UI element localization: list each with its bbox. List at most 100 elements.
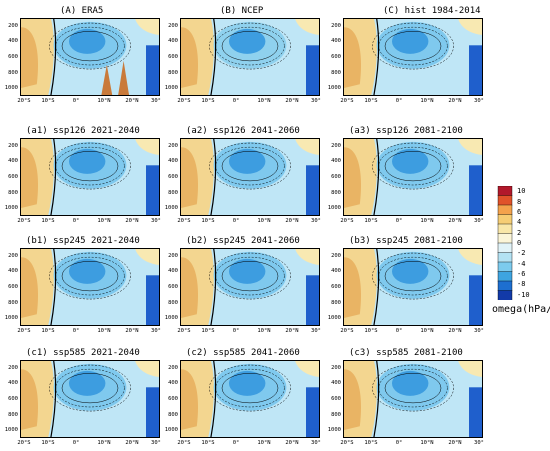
y-tick-label: 200 — [8, 252, 18, 259]
panel-title: (a1) ssp126 2021-2040 — [26, 126, 140, 136]
ascent-core — [229, 258, 266, 284]
x-tick-label: 10°N — [257, 218, 271, 224]
y-tick-label: 400 — [331, 38, 341, 45]
x-tick-label: 20°S — [177, 328, 191, 334]
edge-ascent-column — [306, 275, 320, 326]
y-tick-label: 600 — [8, 54, 18, 60]
y-tick-label: 200 — [8, 364, 18, 371]
x-tick-label: 20°S — [340, 440, 354, 446]
contour-plot — [20, 248, 160, 326]
ascent-core — [229, 28, 266, 54]
x-tick-label: 0° — [395, 218, 403, 224]
plot-frame — [20, 18, 160, 96]
ascent-core — [392, 370, 429, 396]
y-tick-label: 400 — [168, 268, 178, 275]
zero-contour — [373, 138, 380, 216]
y-tick-label: 400 — [168, 380, 178, 387]
x-tick-label: 10°S — [41, 440, 55, 446]
x-tick-label: 20°N — [125, 328, 139, 334]
contour-line — [61, 373, 119, 404]
colorbar-swatch — [497, 261, 513, 273]
x-tick-label: 20°S — [17, 98, 31, 104]
y-tick-label: 1000 — [327, 85, 341, 92]
colorbar-swatch — [497, 252, 513, 263]
strong-subsidence-region — [343, 369, 362, 431]
colorbar-swatch — [497, 271, 513, 282]
edge-ascent-column — [146, 165, 160, 216]
x-tick-label: 0° — [395, 440, 403, 446]
y-tick-label: 400 — [331, 268, 341, 275]
edge-ascent-column — [469, 45, 483, 96]
x-tick-label: 20°S — [177, 440, 191, 446]
y-tick-label: 200 — [168, 142, 178, 149]
panel-title: (b2) ssp245 2041-2060 — [186, 236, 300, 246]
contour-line — [209, 22, 291, 70]
northern-subsidence-region — [134, 18, 160, 36]
y-tick-label: 800 — [168, 299, 178, 306]
x-tick-label: 0° — [72, 98, 80, 104]
x-tick-label: 20°S — [340, 218, 354, 224]
plot-frame — [180, 248, 320, 326]
contour-plot — [180, 248, 320, 326]
ascent-core — [392, 258, 429, 284]
contour-plot — [20, 360, 160, 438]
colorbar-swatch — [497, 223, 513, 235]
y-tick-label: 400 — [8, 380, 18, 387]
edge-ascent-column — [146, 275, 160, 326]
colorbar-tick-label: -6 — [517, 270, 526, 279]
x-tick-label: 10°N — [257, 98, 271, 104]
northern-subsidence-region — [294, 248, 320, 266]
contour-line — [209, 142, 291, 190]
panel-title: (b1) ssp245 2021-2040 — [26, 236, 140, 246]
contour-line — [221, 151, 279, 182]
x-tick-label: 30° — [151, 440, 161, 446]
x-tick-label: 20°S — [17, 328, 31, 334]
ascent-core — [69, 258, 106, 284]
y-tick-label: 600 — [8, 396, 18, 402]
contour-line — [221, 373, 279, 404]
y-tick-label: 600 — [331, 396, 341, 402]
edge-ascent-column — [146, 387, 160, 438]
edge-ascent-column — [469, 165, 483, 216]
y-tick-label: 1000 — [4, 315, 18, 322]
y-tick-label: 200 — [331, 364, 341, 371]
contour-plot — [20, 18, 160, 96]
zero-contour — [210, 360, 217, 438]
northern-subsidence-region — [294, 18, 320, 36]
y-tick-label: 1000 — [327, 427, 341, 434]
y-tick-label: 1000 — [4, 205, 18, 212]
x-tick-label: 30° — [151, 328, 161, 334]
x-tick-label: 10°S — [364, 328, 378, 334]
zero-contour — [210, 138, 217, 216]
contour-line — [49, 252, 131, 300]
y-tick-label: 1000 — [4, 85, 18, 92]
x-tick-label: 10°S — [201, 218, 215, 224]
y-tick-label: 800 — [168, 69, 178, 76]
x-tick-label: 20°N — [125, 218, 139, 224]
x-tick-label: 10°S — [364, 218, 378, 224]
plot-frame — [180, 360, 320, 438]
y-tick-label: 400 — [8, 158, 18, 165]
contour-line — [221, 31, 279, 62]
contour-line — [384, 31, 442, 62]
x-tick-label: 0° — [72, 328, 80, 334]
contour-line — [372, 22, 454, 70]
y-tick-label: 200 — [331, 142, 341, 149]
y-tick-label: 800 — [8, 411, 18, 418]
colorbar-tick-label: 0 — [517, 239, 522, 247]
contour-line — [49, 364, 131, 412]
zero-contour — [210, 248, 217, 326]
x-tick-label: 10°N — [97, 98, 111, 104]
y-tick-label: 600 — [168, 396, 178, 402]
panel-title: (A) ERA5 — [60, 6, 104, 16]
y-tick-label: 800 — [331, 69, 341, 76]
ascent-core — [229, 370, 266, 396]
strong-subsidence-region — [343, 147, 362, 209]
y-tick-label: 1000 — [164, 205, 178, 212]
x-tick-label: 10°S — [41, 328, 55, 334]
y-tick-label: 200 — [168, 364, 178, 371]
x-tick-label: 0° — [232, 218, 240, 224]
contour-plot — [180, 138, 320, 216]
colorbar-title: omega(hPa/s) — [492, 304, 550, 315]
contour-line — [49, 22, 131, 70]
